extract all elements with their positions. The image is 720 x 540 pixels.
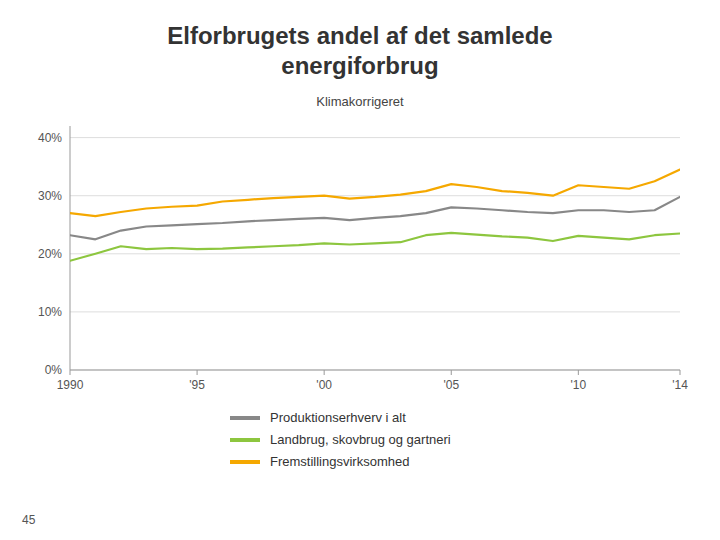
x-tick [197,370,198,375]
axes: 0% 10% 20% 30% 40% 1990 '95 '00 '05 '10 '14 [38,126,688,392]
y-tick-label: 10% [38,305,62,319]
x-tick [578,370,579,375]
x-tick-label: '00 [316,378,332,392]
x-tick-label: '10 [571,378,587,392]
grid-line [70,370,680,371]
y-tick-label: 20% [38,247,62,261]
x-tick-label: '05 [443,378,459,392]
series-line [70,170,680,216]
x-tick [70,370,71,375]
legend-swatch [230,460,260,464]
legend-label: Fremstillingsvirksomhed [270,454,409,469]
series-line [70,233,680,261]
legend-swatch [230,416,260,420]
chart: Elforbrugets andel af det samledeenergif… [0,0,720,540]
x-tick-label: 1990 [57,378,84,392]
grid-line [70,137,680,138]
legend-label: Produktionserhverv i alt [270,410,406,425]
y-tick-label: 30% [38,189,62,203]
background [0,0,720,540]
y-tick-label: 0% [45,363,63,377]
series-line [70,197,680,239]
x-axis-line [70,370,680,371]
grid-line [70,311,680,312]
legend-label: Landbrug, skovbrug og gartneri [270,432,451,447]
x-tick-label: '95 [189,378,205,392]
x-tick [451,370,452,375]
y-axis-line [70,126,71,370]
title: Elforbrugets andel af det samledeenergif… [167,22,552,79]
series-group [70,170,680,261]
grid-line [70,253,680,254]
x-tick-label: '14 [672,378,688,392]
y-tick-label: 40% [38,131,62,145]
subtitle: Klimakorrigeret [316,94,404,109]
x-tick [680,370,681,375]
x-tick [324,370,325,375]
legend: Produktionserhverv i alt Landbrug, skovbr… [230,410,451,469]
legend-swatch [230,438,260,442]
page-number: 45 [22,513,36,527]
